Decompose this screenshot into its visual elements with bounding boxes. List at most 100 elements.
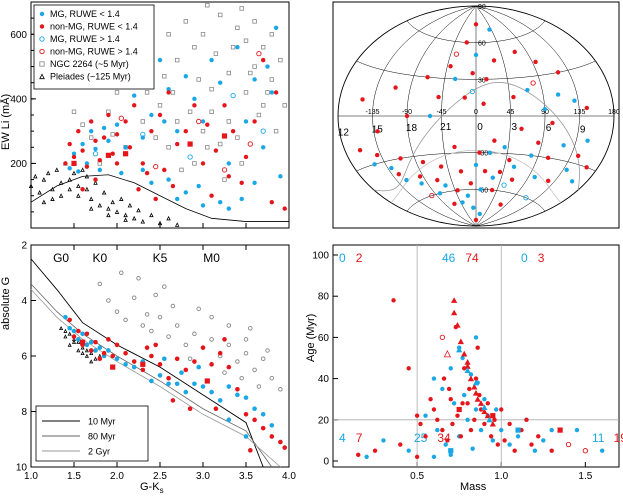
age-nonmg-point (460, 401, 465, 406)
cmd-mg-point (217, 398, 223, 403)
ngc2264-point (226, 70, 231, 76)
ngc2264-point (89, 135, 94, 140)
age-mass-y-tick-label: 100 (312, 251, 329, 262)
quadrant-count-mg: 0 (339, 251, 346, 265)
age-nonmg-point (418, 421, 423, 427)
isochrone-80-myr (30, 283, 273, 468)
isochrone-2-gyr (30, 289, 281, 468)
age-nonmg-triangle (474, 396, 481, 402)
cmd-gray-point (119, 270, 124, 276)
age-mg-point (448, 452, 453, 458)
ew-li-nonmg-point (84, 164, 90, 169)
age-nonmg-square (490, 413, 496, 419)
ew-li-nonmg-point (80, 148, 85, 153)
sky-nonmg-point (468, 181, 474, 186)
cmd-mg-point (179, 370, 184, 375)
ngc2264-point (80, 122, 85, 127)
age-mg-point (448, 366, 453, 371)
age-nonmg-point (462, 366, 467, 371)
sky-mg-point (372, 162, 377, 167)
ew-li-mg-open-point (260, 128, 266, 134)
cmd-nonmg-point (71, 334, 77, 339)
sky-mg-point (389, 165, 394, 171)
age-nonmg-triangle (454, 321, 461, 328)
age-nonmg-triangle (481, 408, 488, 415)
cmd-nonmg-point (106, 337, 111, 342)
sky-nonmg-point (584, 105, 590, 111)
ew-li-nonmg-square (123, 151, 129, 157)
age-mg-point (443, 442, 448, 447)
sky-nonmg-point (375, 129, 380, 134)
ngc2264-point (174, 57, 180, 63)
sky-nonmg-point (512, 49, 517, 55)
sky-mg-open-point (469, 88, 475, 95)
quadrant-count-top-middle: 46 74 (442, 251, 479, 265)
sky-lon-label: -135 (365, 109, 379, 116)
ew-li-mg-point (252, 77, 257, 82)
age-nonmg-point (495, 442, 501, 447)
sky-nonmg-point (464, 40, 469, 45)
legend-label: 80 Myr (88, 432, 116, 442)
ngc2264-point (140, 119, 145, 124)
cmd-gray-point (235, 359, 240, 364)
pleiades-point (84, 186, 90, 192)
age-mg-point (465, 417, 470, 422)
cmd-nonmg-square (80, 339, 86, 345)
cmd-x-tick-label: 3.0 (196, 471, 210, 482)
sky-mg-point (473, 52, 479, 58)
age-mg-point (451, 401, 457, 406)
pleiades-point (88, 196, 94, 201)
cmd-nonmg-point (153, 342, 158, 348)
sky-mg-point (572, 98, 577, 103)
sky-nonmg-open-point (429, 192, 435, 199)
ew-li-nonmg-point (153, 196, 158, 202)
ngc2264-point (252, 19, 257, 24)
sky-mg-point (555, 92, 561, 97)
age-nonmg-point (475, 345, 480, 350)
ew-li-nonmg-point (273, 90, 279, 95)
ew-li-nonmg-point (239, 180, 244, 185)
cmd-nonmg-point (235, 387, 240, 392)
ngc2264-point (239, 6, 244, 11)
age-nonmg-open-point (582, 448, 589, 454)
ew-li-nonmg-open-point (196, 118, 202, 125)
cmd-gray-point (265, 348, 270, 353)
cmd-x-tick-label: 2.5 (153, 471, 167, 482)
cmd-nonmg-point (187, 406, 193, 412)
cmd-mg-point (97, 345, 103, 350)
ngc2264-point (209, 109, 214, 114)
cmd-x-tick-label: 4.0 (282, 471, 296, 482)
age-nonmg-point (492, 417, 497, 422)
cmd-nonmg-point (200, 345, 206, 350)
ew-li-nonmg-point (114, 161, 120, 166)
cmd-mg-point (123, 362, 128, 367)
sky-nonmg-point (438, 164, 444, 169)
sky-parallel (356, 152, 596, 172)
cmd-gray-point (209, 314, 214, 320)
age-mass-x-tick-label: 0.5 (410, 471, 424, 482)
cmd-y-tick-label: 4 (21, 296, 27, 307)
ew-li-nonmg-point (140, 161, 145, 166)
pleiades-point (157, 220, 163, 226)
ngc2264-point (187, 109, 193, 114)
sky-nonmg-point (374, 152, 380, 158)
age-mg-point (549, 427, 554, 433)
cmd-small-point (63, 328, 68, 333)
cmd-nonmg-point (88, 348, 94, 353)
ngc2264-point (200, 32, 206, 37)
sky-ra-hour-label: 0 (477, 122, 483, 133)
ew-li-nonmg-open-point (153, 164, 159, 170)
cmd-nonmg-square (110, 364, 116, 370)
ew-li-mg-point (218, 80, 223, 85)
sky-nonmg-point (511, 94, 516, 100)
cmd-mg-point (67, 325, 72, 331)
age-nonmg-point (477, 392, 482, 398)
age-mg-point (499, 427, 504, 433)
ew-li-mg-point (119, 170, 124, 176)
ew-li-mg-point (218, 199, 223, 205)
ngc2264-point (239, 161, 244, 166)
age-nonmg-point (467, 386, 472, 392)
age-mass-y-tick-label: 0 (323, 457, 329, 468)
cmd-x-tick-label: 1.0 (24, 471, 38, 482)
